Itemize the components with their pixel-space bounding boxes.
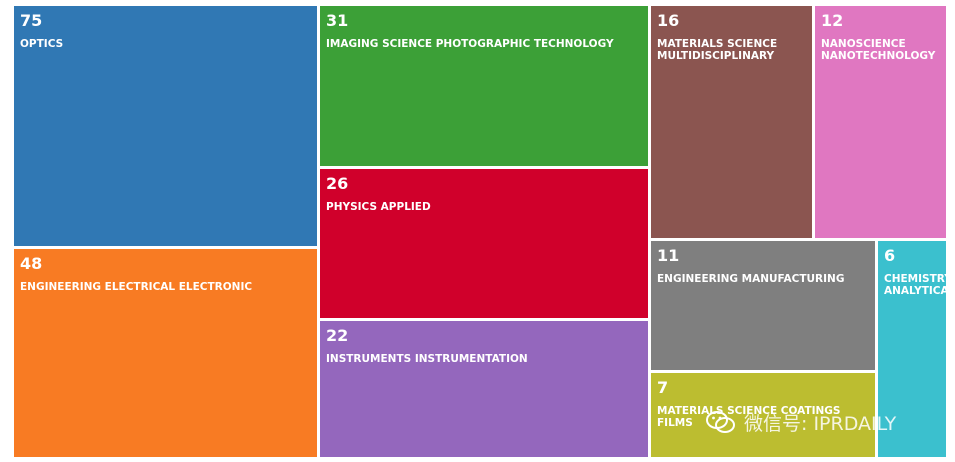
- tile-value: 6: [884, 246, 896, 265]
- tile-label: MATERIALS SCIENCE COATINGS FILMS: [657, 405, 841, 429]
- tile-value: 26: [326, 174, 349, 193]
- tile-label: INSTRUMENTS INSTRUMENTATION: [326, 353, 528, 365]
- treemap-tile[interactable]: 31 IMAGING SCIENCE PHOTOGRAPHIC TECHNOLOG…: [320, 6, 648, 166]
- tile-value: 31: [326, 11, 349, 30]
- tile-value: 12: [821, 11, 844, 30]
- tile-label: ENGINEERING ELECTRICAL ELECTRONIC: [20, 281, 253, 293]
- treemap-tile[interactable]: 22 INSTRUMENTS INSTRUMENTATION: [320, 321, 648, 457]
- tile-label: CHEMISTRY ANALYTICAL: [884, 273, 946, 297]
- treemap-tile[interactable]: 26 PHYSICS APPLIED: [320, 169, 648, 318]
- tile-label: MATERIALS SCIENCE MULTIDISCIPLINARY: [657, 38, 778, 62]
- tile-label: OPTICS: [20, 38, 64, 50]
- tile-label: ENGINEERING MANUFACTURING: [657, 273, 845, 285]
- tile-value: 7: [657, 378, 669, 397]
- treemap-tile[interactable]: 48 ENGINEERING ELECTRICAL ELECTRONIC: [14, 249, 317, 457]
- tile-value: 16: [657, 11, 680, 30]
- treemap-tile[interactable]: 75 OPTICS: [14, 6, 317, 246]
- wechat-icon: [706, 411, 735, 433]
- tile-label: PHYSICS APPLIED: [326, 201, 431, 213]
- watermark: 微信号: IPRDAILY: [706, 407, 896, 437]
- treemap-tile[interactable]: 11 ENGINEERING MANUFACTURING: [651, 241, 875, 370]
- treemap-tile[interactable]: 16 MATERIALS SCIENCE MULTIDISCIPLINARY: [651, 6, 812, 238]
- treemap-tile[interactable]: 12 NANOSCIENCE NANOTECHNOLOGY: [815, 6, 946, 238]
- tile-value: 48: [20, 254, 43, 273]
- treemap-tile[interactable]: 6 CHEMISTRY ANALYTICAL: [878, 241, 946, 457]
- tile-value: 11: [657, 246, 680, 265]
- tile-label: IMAGING SCIENCE PHOTOGRAPHIC TECHNOLOGY: [326, 38, 614, 50]
- tile-value: 75: [20, 11, 43, 30]
- watermark-text: 微信号: IPRDAILY: [744, 412, 897, 435]
- treemap-tile[interactable]: 7 MATERIALS SCIENCE COATINGS FILMS: [651, 373, 875, 457]
- tile-label: NANOSCIENCE NANOTECHNOLOGY: [821, 38, 936, 62]
- tile-value: 22: [326, 326, 349, 345]
